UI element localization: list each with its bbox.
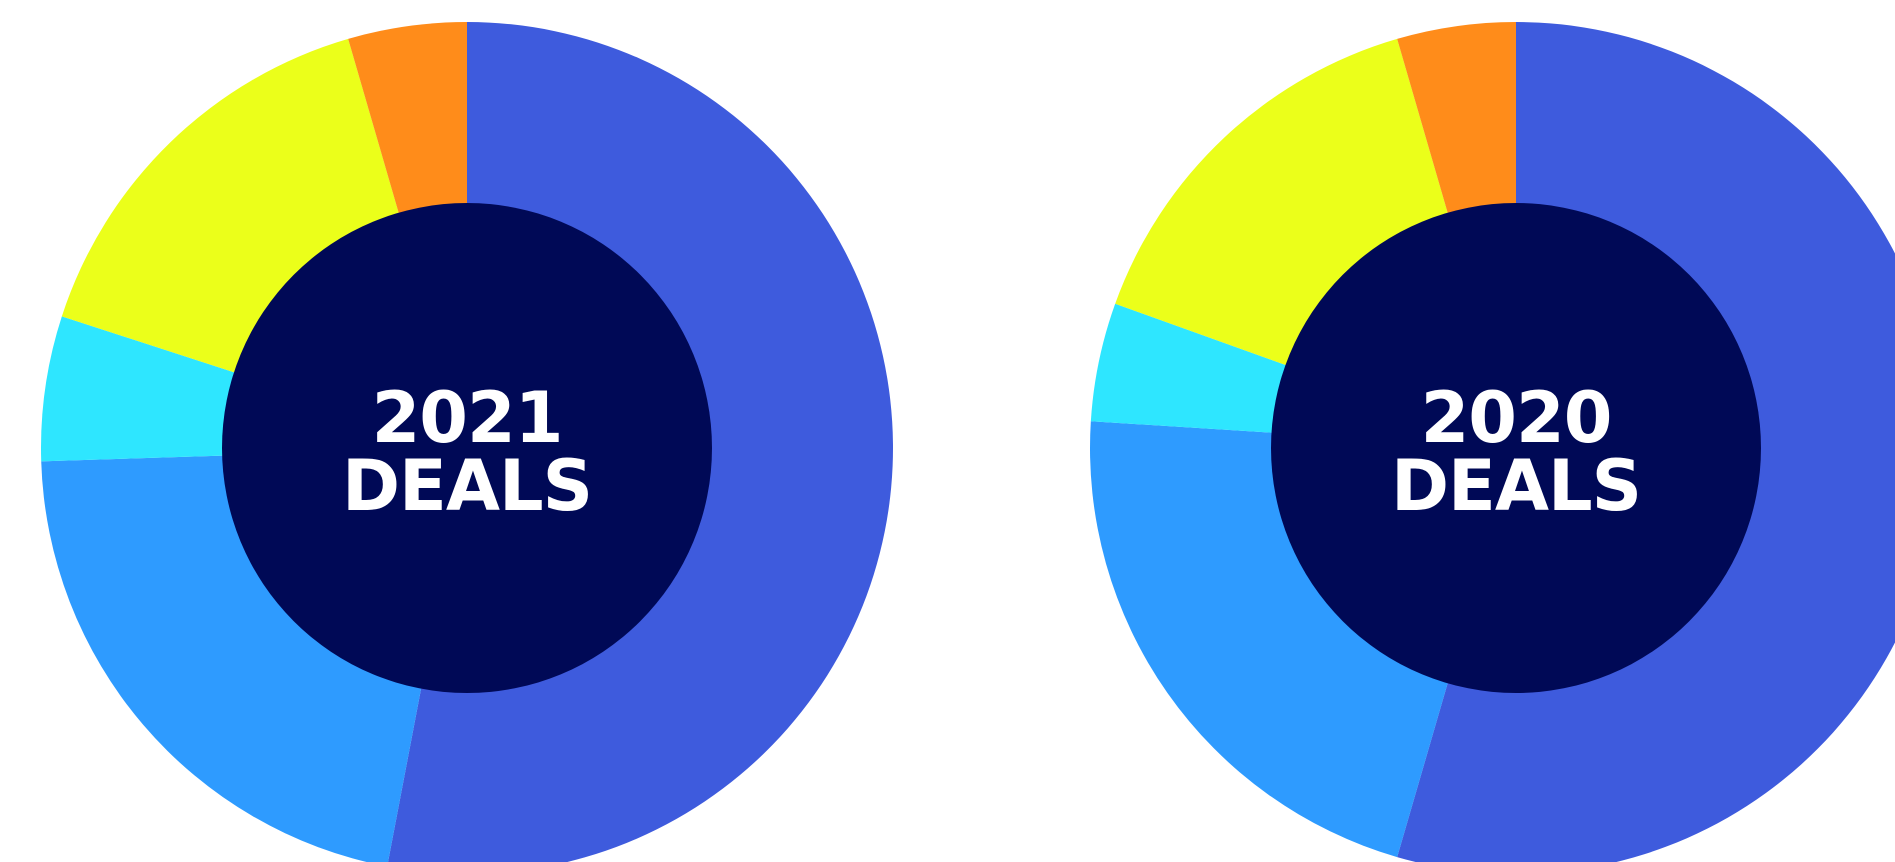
center-label-year: 2020 [1421, 377, 1612, 459]
center-label-year: 2021 [372, 377, 563, 459]
donut-chart-2021: 2021 DEALS [40, 21, 893, 862]
center-label-text: DEALS [1391, 445, 1641, 527]
donut-center [1271, 203, 1761, 693]
center-label-text: DEALS [342, 445, 592, 527]
donut-center [222, 203, 712, 693]
donut-chart-2020: 2020 DEALS [1090, 21, 1895, 862]
